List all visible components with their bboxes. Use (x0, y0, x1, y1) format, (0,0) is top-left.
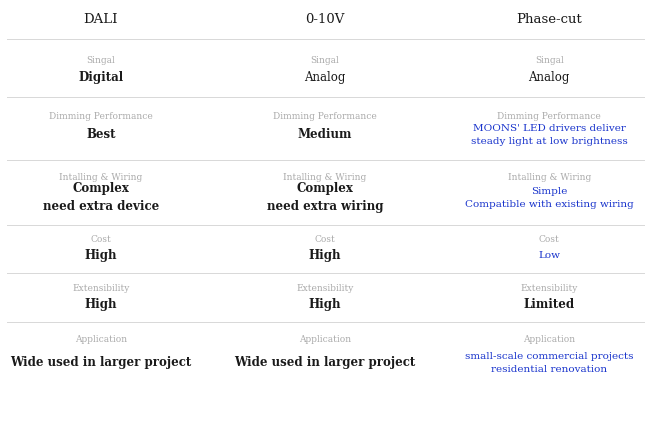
Text: Simple
Compatible with existing wiring: Simple Compatible with existing wiring (465, 187, 634, 209)
Text: Intalling & Wiring: Intalling & Wiring (283, 173, 367, 181)
Text: Cost: Cost (539, 235, 560, 244)
Text: small-scale commercial projects
residential renovation: small-scale commercial projects resident… (465, 352, 634, 374)
Text: High: High (309, 298, 341, 311)
Text: Wide used in larger project: Wide used in larger project (235, 356, 415, 369)
Text: Application: Application (523, 335, 575, 343)
Text: High: High (84, 298, 117, 311)
Text: Complex
need extra wiring: Complex need extra wiring (266, 182, 384, 213)
Text: Limited: Limited (524, 298, 575, 311)
Text: Application: Application (299, 335, 351, 343)
Text: Dimming Performance: Dimming Performance (49, 112, 153, 121)
Text: Best: Best (86, 128, 116, 141)
Text: Singal: Singal (311, 56, 339, 65)
Text: High: High (84, 249, 117, 262)
Text: Analog: Analog (528, 71, 570, 84)
Text: Medium: Medium (298, 128, 352, 141)
Text: Intalling & Wiring: Intalling & Wiring (508, 173, 591, 181)
Text: Extensibility: Extensibility (296, 284, 354, 292)
Text: Extensibility: Extensibility (521, 284, 578, 292)
Text: DALI: DALI (83, 13, 118, 26)
Text: 0-10V: 0-10V (306, 13, 345, 26)
Text: Wide used in larger project: Wide used in larger project (10, 356, 191, 369)
Text: Phase-cut: Phase-cut (516, 13, 582, 26)
Text: Singal: Singal (86, 56, 115, 65)
Text: Application: Application (75, 335, 127, 343)
Text: Dimming Performance: Dimming Performance (273, 112, 377, 121)
Text: Cost: Cost (315, 235, 335, 244)
Text: MOONS' LED drivers deliver
steady light at low brightness: MOONS' LED drivers deliver steady light … (471, 124, 628, 146)
Text: Extensibility: Extensibility (72, 284, 129, 292)
Text: Low: Low (538, 251, 560, 260)
Text: Cost: Cost (90, 235, 111, 244)
Text: Analog: Analog (304, 71, 346, 84)
Text: Dimming Performance: Dimming Performance (497, 112, 601, 121)
Text: Intalling & Wiring: Intalling & Wiring (59, 173, 142, 181)
Text: Singal: Singal (535, 56, 564, 65)
Text: Digital: Digital (78, 71, 124, 84)
Text: High: High (309, 249, 341, 262)
Text: Complex
need extra device: Complex need extra device (43, 182, 159, 213)
